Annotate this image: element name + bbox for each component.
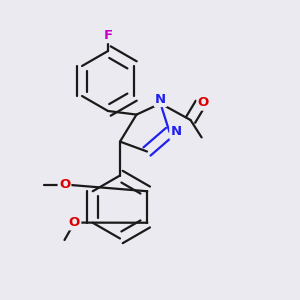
Text: F: F (103, 29, 112, 42)
Text: N: N (155, 93, 166, 106)
Text: O: O (59, 178, 70, 191)
Text: N: N (170, 125, 182, 139)
Text: O: O (69, 216, 80, 229)
Text: O: O (198, 96, 209, 110)
